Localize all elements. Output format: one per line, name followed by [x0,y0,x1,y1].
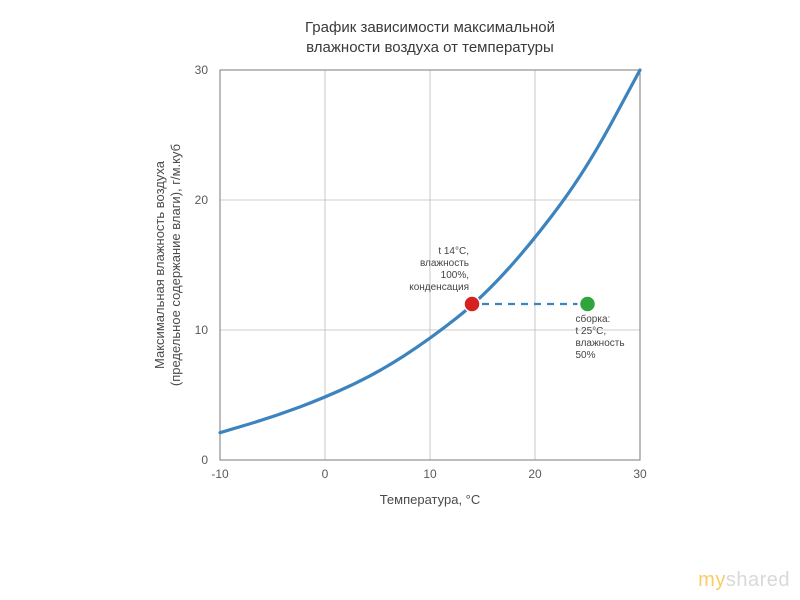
x-tick-label: 30 [633,467,647,481]
y-axis-label: (предельное содержание влаги), г/м.куб [168,144,183,386]
chart-title: График зависимости максимальной [305,19,555,36]
condensation-point-label: конденсация [409,282,469,293]
watermark-rest: shared [726,569,790,591]
condensation-point-label: 100%, [441,270,469,281]
chart-title: влажности воздуха от температуры [306,39,554,56]
assembly-point-label: влажность [576,338,625,349]
x-tick-label: 0 [322,467,329,481]
x-axis-label: Температура, °С [380,492,481,507]
x-tick-label: -10 [211,467,229,481]
condensation-point [464,296,480,312]
y-axis-label: Максимальная влажность воздуха [152,160,167,369]
y-tick-label: 10 [195,323,209,337]
y-tick-label: 0 [201,453,208,467]
x-tick-label: 10 [423,467,437,481]
humidity-chart: t 14°C,влажность100%,конденсациясборка:t… [0,0,800,560]
assembly-point [580,296,596,312]
watermark: myshared [698,569,790,592]
assembly-point-label: t 25°C, [576,326,607,337]
x-tick-label: 20 [528,467,542,481]
condensation-point-label: t 14°C, [438,246,469,257]
assembly-point-label: 50% [576,350,596,361]
y-tick-label: 20 [195,193,209,207]
watermark-accent: my [698,569,726,591]
y-tick-label: 30 [195,63,209,77]
assembly-point-label: сборка: [576,313,611,325]
condensation-point-label: влажность [420,258,469,269]
